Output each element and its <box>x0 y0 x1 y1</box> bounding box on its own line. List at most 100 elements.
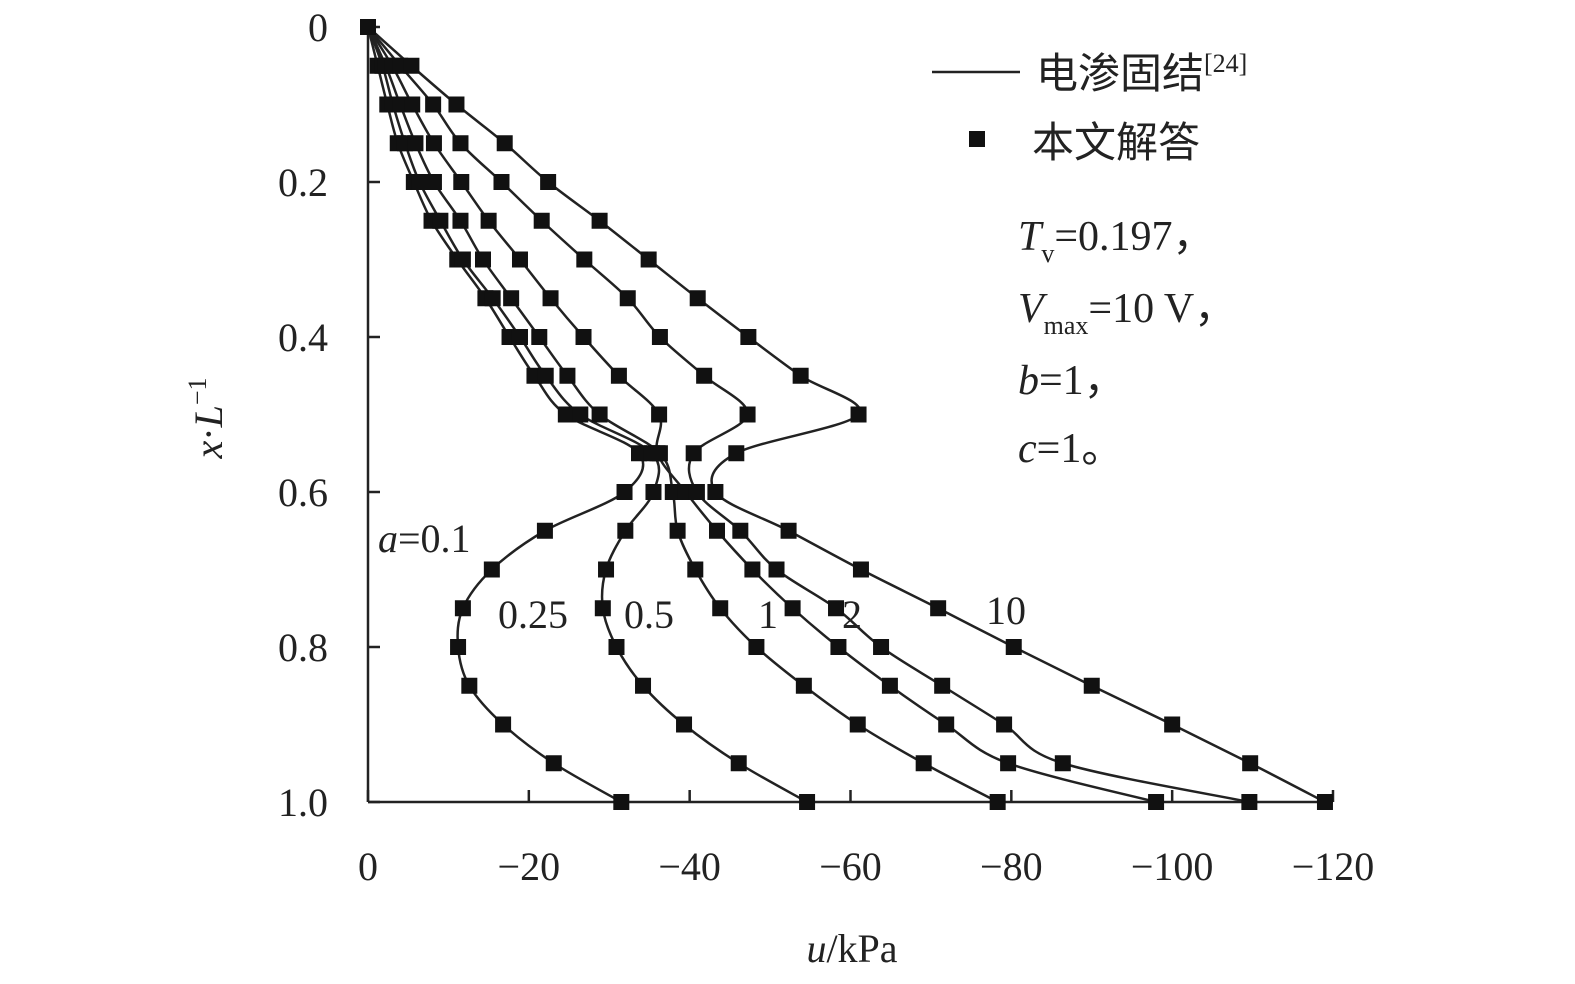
legend-marker-swatch <box>969 131 985 147</box>
series-marker-10 <box>1164 716 1181 733</box>
series-marker-1 <box>511 251 528 268</box>
series-marker-0.5 <box>425 174 442 190</box>
series-marker-0.1 <box>483 561 500 578</box>
series-marker-2 <box>732 522 749 539</box>
series-label-1: 1 <box>758 592 778 637</box>
series-marker-1 <box>1000 755 1017 772</box>
series-marker-10 <box>360 19 376 35</box>
series-marker-0.25 <box>645 484 662 500</box>
series-marker-0.25 <box>594 600 611 617</box>
series-label-0.1: a=0.1 <box>378 516 471 561</box>
series-marker-1 <box>480 212 497 229</box>
y-tick-label: 0 <box>308 5 328 50</box>
series-marker-10 <box>852 561 869 578</box>
series-marker-0.25 <box>617 522 634 539</box>
parameter-annotation: Tv=0.197， Vmax=10 V， b=1， c=1。 <box>1018 214 1236 472</box>
series-marker-2 <box>696 367 713 384</box>
markers <box>360 19 1333 810</box>
series-marker-10 <box>1316 794 1333 810</box>
series-marker-1 <box>830 639 847 655</box>
series-marker-0.5 <box>392 96 409 113</box>
series-marker-1 <box>542 290 559 307</box>
series-marker-10 <box>728 445 745 462</box>
x-tick-label: −100 <box>1131 844 1214 889</box>
y-tick-label: 0.6 <box>278 470 328 515</box>
series-marker-10 <box>640 251 657 268</box>
y-tick-label: 1.0 <box>278 780 328 825</box>
series-marker-0.25 <box>537 367 554 384</box>
series-marker-2 <box>452 135 469 152</box>
series-marker-0.1 <box>450 639 467 655</box>
series-marker-0.5 <box>474 251 491 268</box>
series-marker-10 <box>448 96 465 113</box>
series-marker-1 <box>938 716 955 733</box>
series-labels: a=0.1 0.25 0.5 1 2 10 <box>378 516 1026 637</box>
series-marker-0.25 <box>454 251 471 268</box>
series-marker-10 <box>591 212 608 229</box>
series-marker-0.5 <box>795 677 812 694</box>
series-marker-0.5 <box>989 794 1006 810</box>
series-marker-10 <box>740 329 757 345</box>
series-line-2 <box>367 26 1250 804</box>
series-marker-2 <box>934 677 951 694</box>
y-tick-label: 0.4 <box>278 315 328 360</box>
x-tick-label: −60 <box>819 844 882 889</box>
series-marker-0.5 <box>712 600 729 617</box>
series-marker-0.5 <box>669 522 686 539</box>
y-tick-label: 0.2 <box>278 160 328 205</box>
series-marker-0.5 <box>503 290 520 307</box>
series-marker-0.25 <box>411 174 428 190</box>
param-tv: Tv=0.197， <box>1018 214 1215 268</box>
series-marker-10 <box>707 484 724 500</box>
series-marker-1 <box>610 367 627 384</box>
series-marker-0.25 <box>676 716 693 733</box>
x-tick-label: 0 <box>358 844 378 889</box>
series-marker-0.5 <box>664 484 681 500</box>
series-marker-0.5 <box>531 329 548 345</box>
series-marker-2 <box>688 484 705 500</box>
series-marker-10 <box>1242 755 1259 772</box>
series-marker-0.5 <box>748 639 765 655</box>
legend: 电渗固结[24] 本文解答 <box>932 49 1247 167</box>
x-tick-label: −120 <box>1292 844 1375 889</box>
series-marker-1 <box>1148 794 1165 810</box>
series-marker-2 <box>739 406 756 423</box>
series-label-0.25: 0.25 <box>498 592 568 637</box>
series-marker-10 <box>403 57 420 74</box>
series-marker-10 <box>780 522 797 539</box>
series-label-10: 10 <box>986 588 1026 633</box>
series-marker-10 <box>792 367 809 384</box>
series-marker-0.25 <box>484 290 501 307</box>
series-marker-2 <box>685 445 702 462</box>
legend-marker-label: 本文解答 <box>1032 118 1200 167</box>
series-marker-0.5 <box>591 406 608 423</box>
legend-line-label: 电渗固结[24] <box>1036 49 1247 98</box>
series-marker-2 <box>651 329 668 345</box>
series-marker-0.1 <box>631 445 648 462</box>
series-label-2: 2 <box>842 592 862 637</box>
series-marker-0.5 <box>915 755 932 772</box>
x-axis-label: u/kPa <box>806 926 897 971</box>
series-marker-10 <box>1083 677 1100 694</box>
series-marker-0.5 <box>407 135 424 152</box>
series-marker-0.25 <box>511 329 528 345</box>
series-marker-2 <box>1054 755 1071 772</box>
series-marker-2 <box>873 639 890 655</box>
series-marker-2 <box>996 716 1013 733</box>
series-marker-0.5 <box>687 561 704 578</box>
series-marker-0.1 <box>454 600 471 617</box>
series-marker-0.1 <box>536 522 553 539</box>
x-tick-label: −40 <box>658 844 721 889</box>
series-marker-0.25 <box>608 639 625 655</box>
series-marker-2 <box>493 174 510 190</box>
series-marker-0.5 <box>849 716 866 733</box>
series-marker-2 <box>576 251 593 268</box>
series-marker-0.25 <box>799 794 816 810</box>
series-marker-2 <box>828 600 845 617</box>
series-marker-2 <box>425 96 442 113</box>
series-marker-10 <box>1005 639 1022 655</box>
series-marker-0.1 <box>557 406 574 423</box>
series-marker-2 <box>619 290 636 307</box>
series-marker-1 <box>784 600 801 617</box>
